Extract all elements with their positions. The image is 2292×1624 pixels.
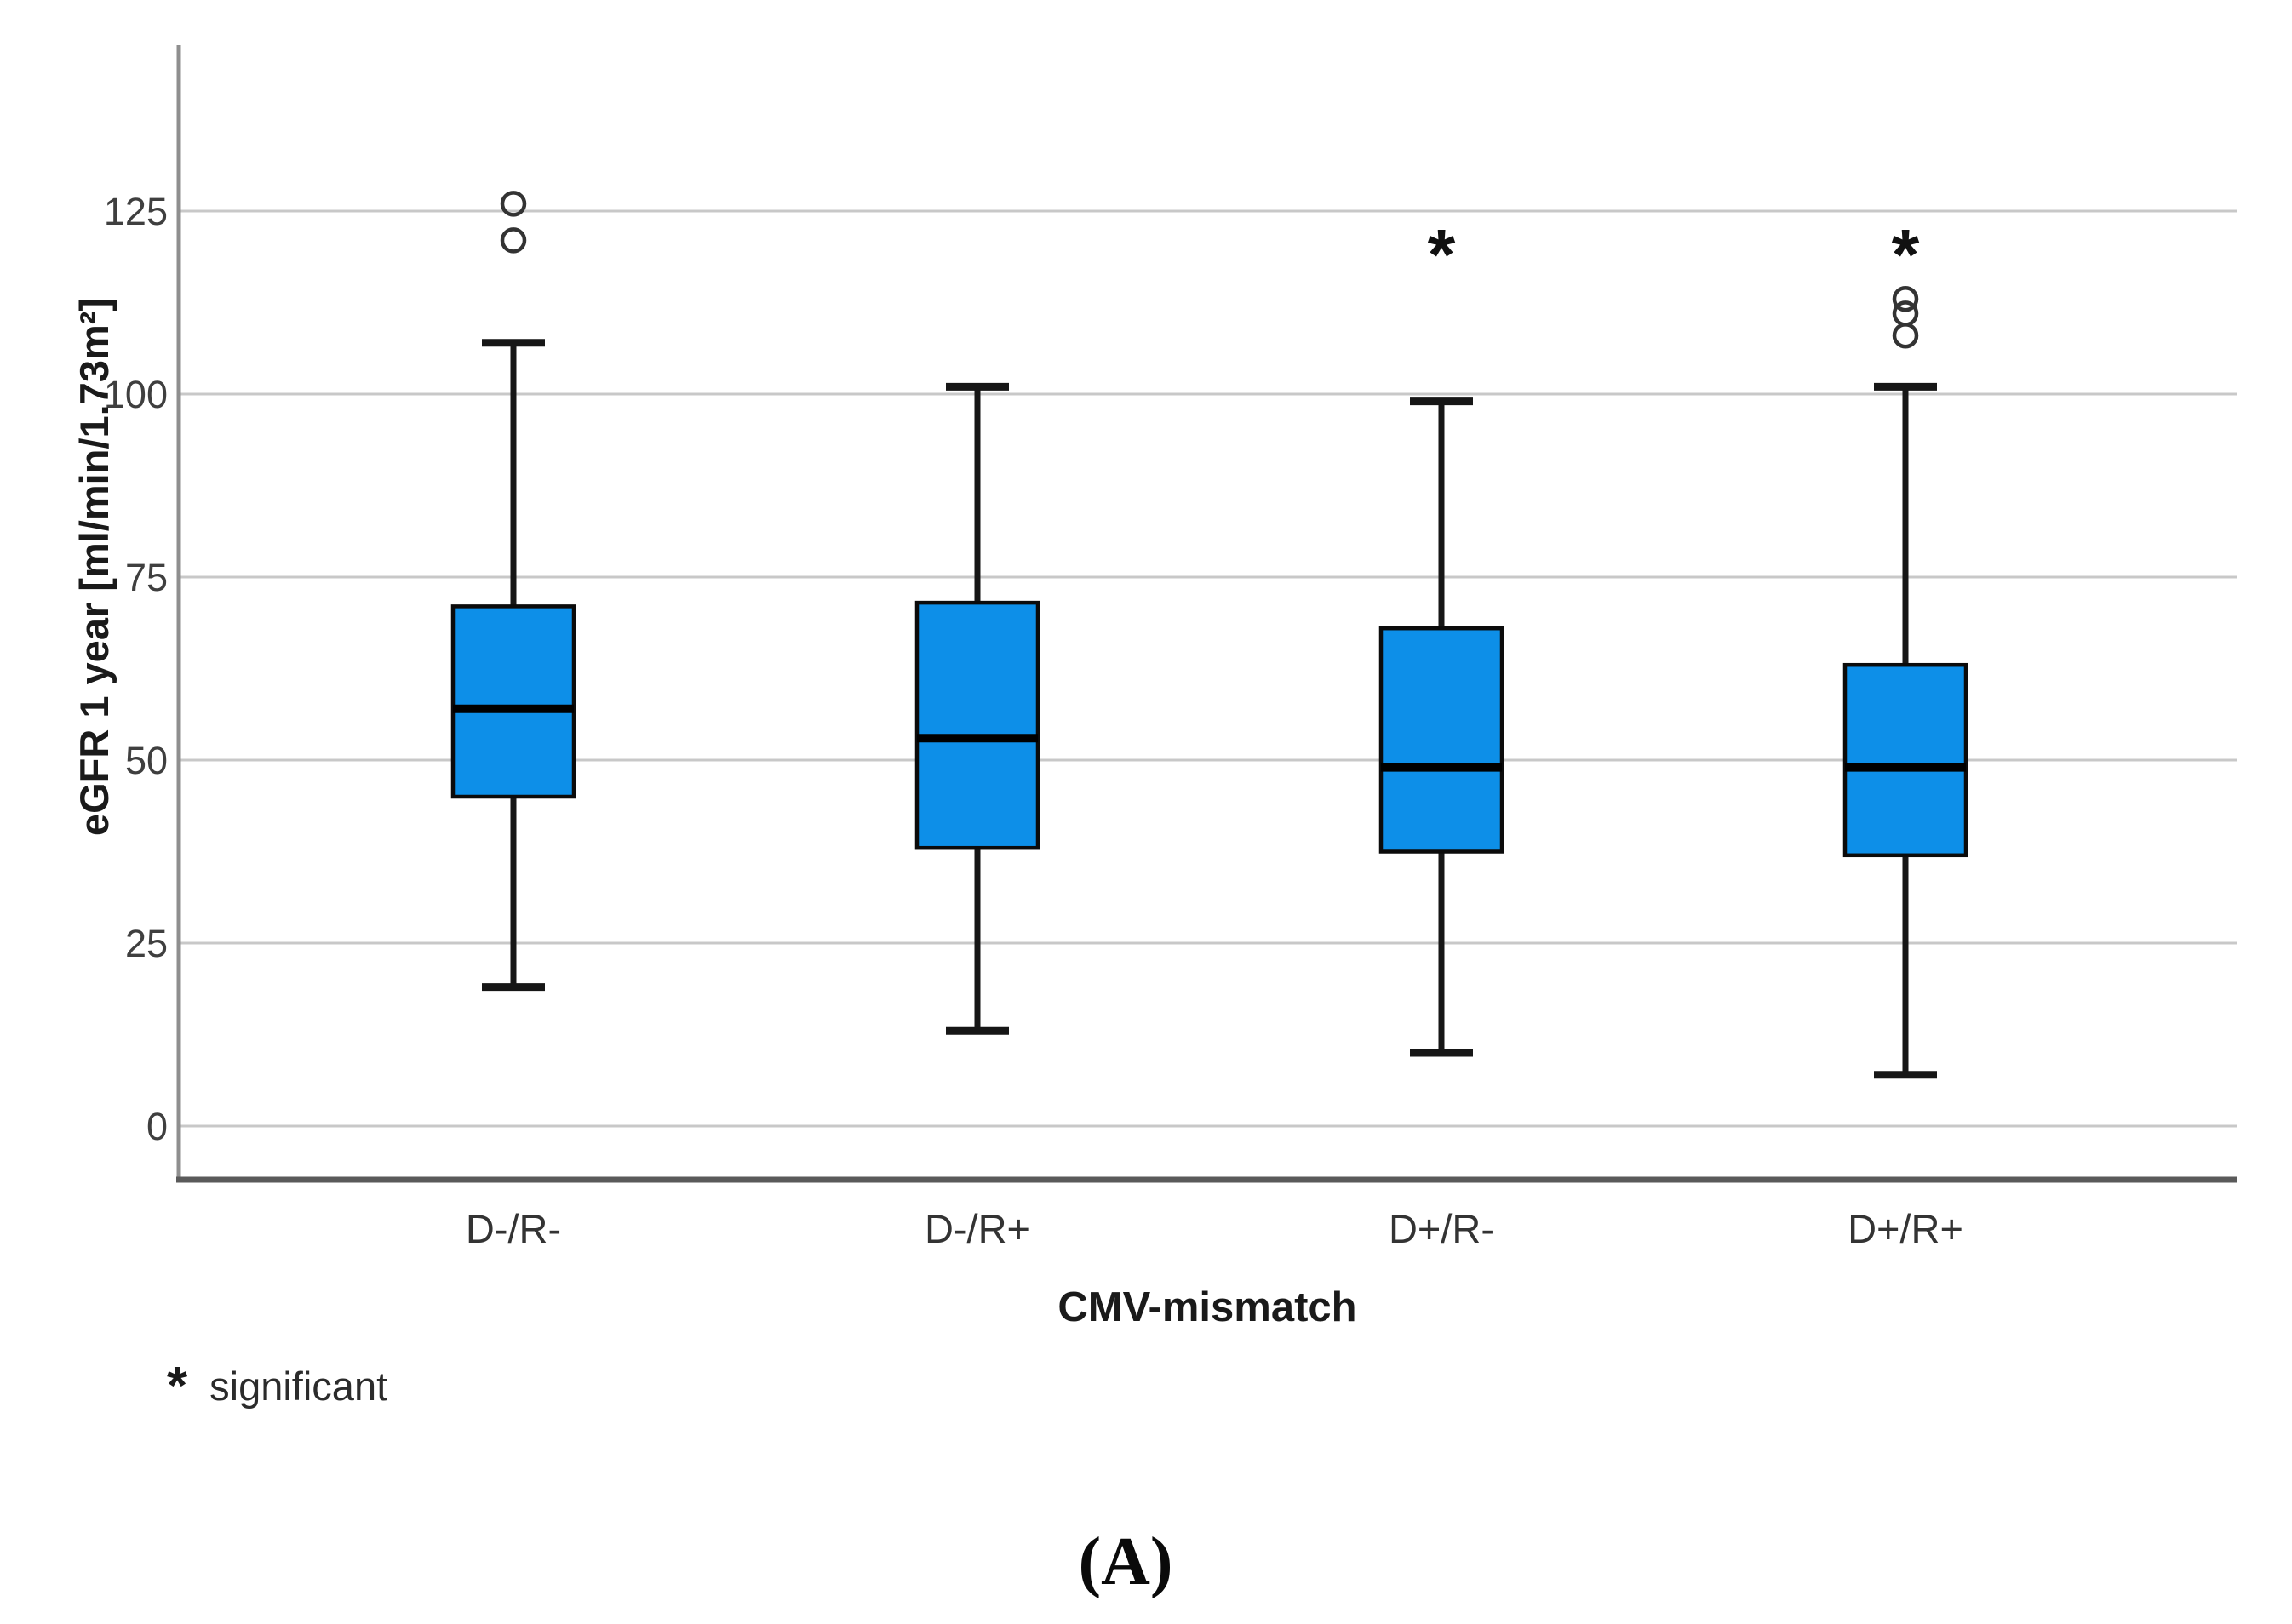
outlier-0-0: [500, 227, 527, 254]
box-2: [1378, 626, 1504, 854]
y-tick-label-25: 25: [125, 922, 168, 965]
box-3: [1842, 662, 1968, 858]
outlier-3-2: [1892, 285, 1919, 312]
figure-caption-text: (A): [1078, 1524, 1173, 1599]
y-tick-label-50: 50: [125, 739, 168, 782]
x-axis-title: CMV-mismatch: [1057, 1284, 1356, 1330]
significance-footnote: * significant: [167, 1360, 387, 1413]
x-category-label-0: D-/R-: [466, 1206, 561, 1251]
figure-caption: (A): [0, 1524, 2272, 1601]
y-tick-label-125: 125: [104, 190, 168, 233]
y-tick-label-0: 0: [146, 1105, 168, 1148]
outlier-0-1: [500, 191, 527, 217]
significance-asterisk-2: *: [1428, 214, 1456, 294]
x-category-label-1: D-/R+: [925, 1206, 1030, 1251]
box-1: [914, 600, 1040, 850]
y-tick-label-100: 100: [104, 373, 168, 416]
y-tick-label-75: 75: [125, 556, 168, 599]
x-category-label-3: D+/R+: [1848, 1206, 1963, 1251]
outlier-3-1: [1892, 300, 1919, 327]
footnote-asterisk: *: [167, 1357, 188, 1415]
outlier-3-0: [1892, 322, 1919, 349]
footnote-text: significant: [209, 1364, 388, 1409]
x-category-label-2: D+/R-: [1389, 1206, 1494, 1251]
significance-asterisk-3: *: [1892, 214, 1920, 294]
box-0: [450, 604, 576, 799]
y-axis-title: eGFR 1 year [ml/min/1.73m²]: [72, 298, 117, 836]
